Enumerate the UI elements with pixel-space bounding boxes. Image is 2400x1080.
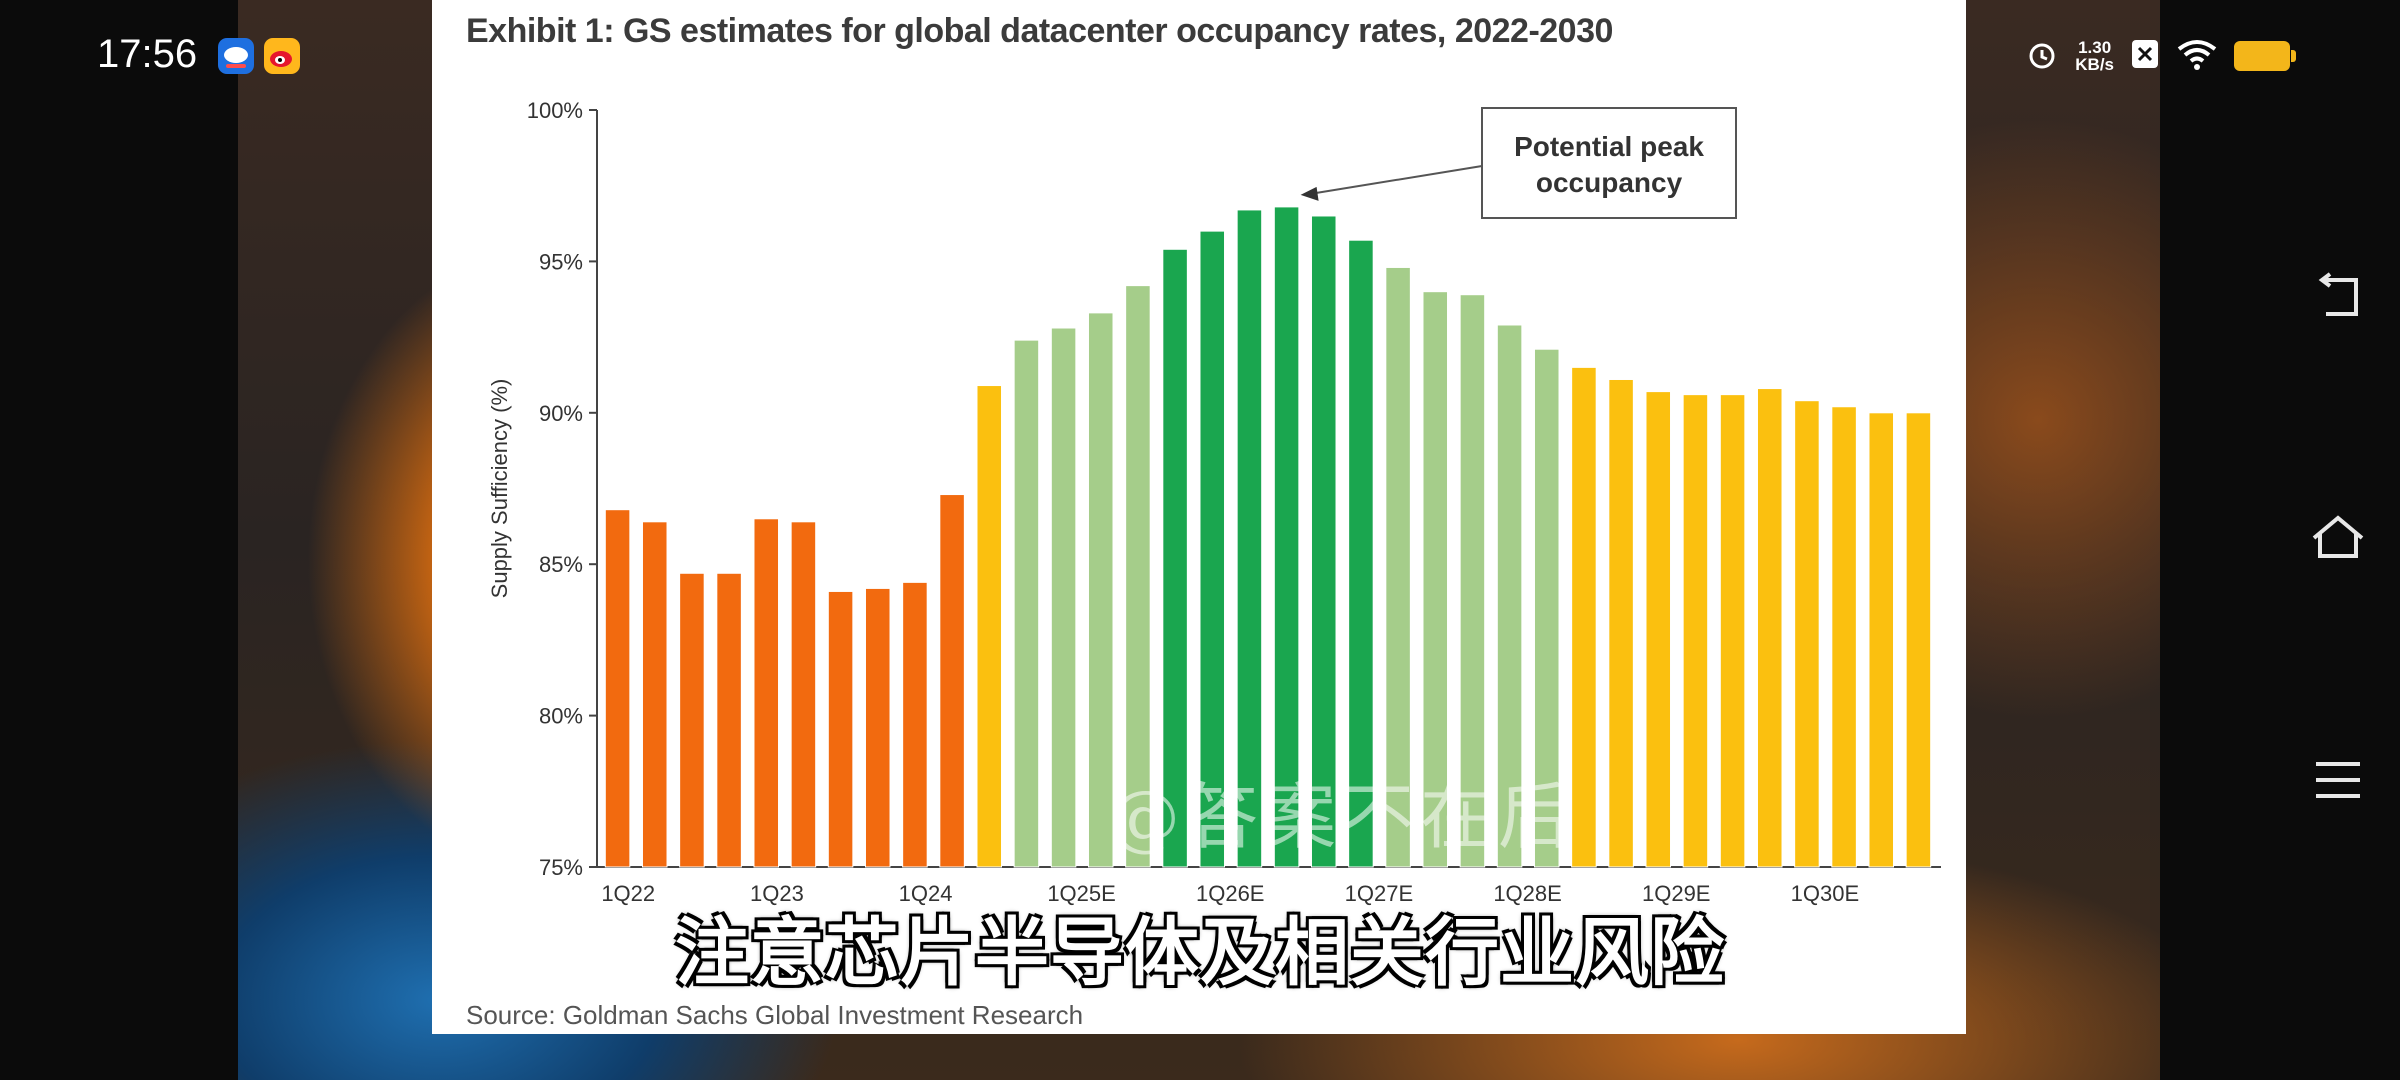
- net-speed: 1.30 KB/s: [2075, 39, 2114, 73]
- status-time: 17:56: [97, 32, 198, 76]
- bar: [1645, 391, 1672, 868]
- bar: [641, 521, 668, 868]
- bar-chart: 75% 80% 85% 90% 95% 100% Supply Sufficiency (%…: [487, 98, 1941, 906]
- net-speed-unit: KB/s: [2075, 55, 2114, 74]
- home-icon[interactable]: [2310, 510, 2366, 566]
- net-speed-value: 1.30: [2078, 38, 2112, 57]
- app-icon-blue: [218, 38, 254, 74]
- chart-source: Source: Goldman Sachs Global Investment …: [466, 1000, 1084, 1030]
- chart-slide: Exhibit 1: GS estimates for global datac…: [432, 0, 1966, 1034]
- x-tick-label: 1Q30E: [1791, 881, 1860, 906]
- bar: [1125, 285, 1151, 868]
- video-subtitle: 注意芯片半导体及相关行业风险: [675, 910, 1725, 996]
- bar: [604, 509, 631, 868]
- y-tick-label: 95%: [539, 249, 583, 274]
- x-tick-label: 1Q29E: [1642, 881, 1711, 906]
- bar: [1571, 366, 1597, 868]
- bar: [1385, 266, 1411, 868]
- annotation-arrowhead: [1300, 186, 1319, 201]
- bar: [790, 521, 817, 868]
- annotation-text-line1: Potential peak: [1514, 131, 1704, 162]
- bar: [1273, 206, 1300, 868]
- x-tick-label: 1Q27E: [1345, 881, 1414, 906]
- x-tick-label: 1Q24: [899, 881, 953, 906]
- bar: [1831, 406, 1857, 868]
- x-tick-label: 1Q26E: [1196, 881, 1265, 906]
- annotation-arrow: [1310, 165, 1483, 195]
- y-tick-label: 75%: [539, 855, 583, 880]
- menu-icon[interactable]: [2310, 752, 2366, 808]
- bar: [1868, 412, 1895, 868]
- bar: [827, 590, 854, 868]
- bar: [1310, 215, 1337, 868]
- bar: [716, 572, 742, 868]
- bar: [1162, 248, 1188, 868]
- status-right-group: 1.30 KB/s: [2025, 34, 2296, 78]
- y-tick-label: 100%: [527, 98, 583, 123]
- bar: [1496, 324, 1523, 868]
- chart-title: Exhibit 1: GS estimates for global datac…: [466, 12, 1613, 50]
- bar: [1087, 312, 1114, 868]
- y-tick-label: 90%: [539, 401, 583, 426]
- bar: [1682, 394, 1709, 868]
- bar: [1719, 394, 1746, 868]
- bar: [1422, 291, 1449, 868]
- x-tick-label: 1Q25E: [1047, 881, 1116, 906]
- bar: [976, 385, 1003, 868]
- bar: [1348, 239, 1374, 868]
- bar: [1905, 412, 1932, 868]
- bar: [864, 587, 891, 868]
- video-watermark: @答案不在后: [1108, 775, 1577, 859]
- wifi-icon: [2176, 37, 2218, 75]
- bar: [902, 581, 928, 868]
- bar: [679, 572, 705, 868]
- x-tick-label: 1Q22: [601, 881, 655, 906]
- back-icon[interactable]: [2310, 270, 2366, 326]
- y-axis-label: Supply Sufficiency (%): [487, 379, 512, 599]
- alarm-icon: [2025, 37, 2059, 75]
- bar: [1236, 209, 1263, 868]
- bar: [1050, 327, 1077, 868]
- annotation-box: [1481, 107, 1737, 219]
- bar: [1608, 378, 1634, 868]
- bar: [1013, 339, 1040, 868]
- y-tick-label: 85%: [539, 552, 583, 577]
- battery-icon: [2234, 41, 2296, 71]
- weibo-icon: [264, 38, 300, 74]
- bar: [753, 518, 780, 868]
- x-tick-label: 1Q23: [750, 881, 804, 906]
- bar: [1199, 230, 1226, 868]
- bar: [1459, 294, 1486, 868]
- bar: [1756, 388, 1783, 868]
- annotation-text-line2: occupancy: [1536, 167, 1683, 198]
- bar: [939, 494, 965, 868]
- x-tick-label: 1Q28E: [1493, 881, 1562, 906]
- close-box-icon: [2130, 37, 2160, 75]
- bar: [1794, 400, 1820, 868]
- bar: [1533, 348, 1560, 868]
- y-tick-label: 80%: [539, 704, 583, 729]
